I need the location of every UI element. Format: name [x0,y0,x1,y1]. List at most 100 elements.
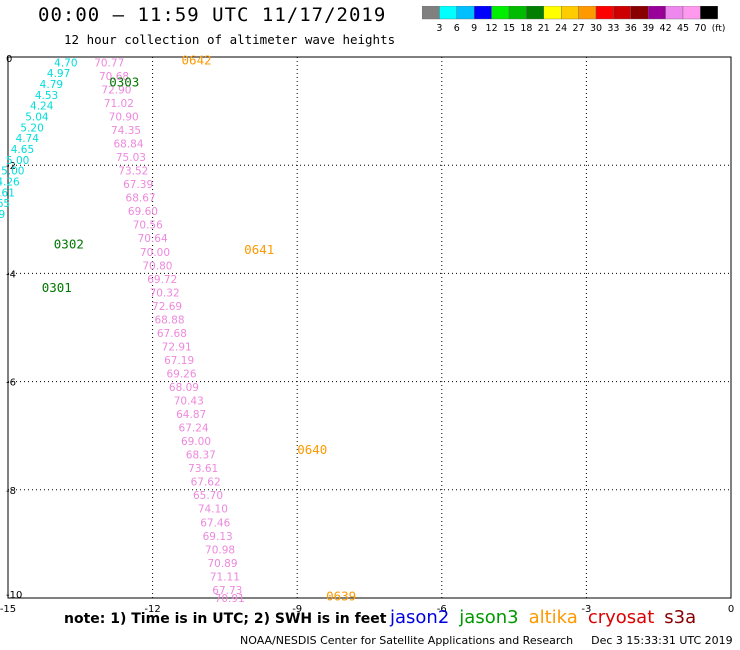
note-text: note: 1) Time is in UTC; 2) SWH is in fe… [64,611,387,627]
y-tick-label: -6 [6,378,16,389]
data-point-label: 4.61 [0,187,15,199]
colorbar-label: 45 [677,23,689,34]
y-tick-label: -8 [6,486,16,497]
colorbar-label: 12 [486,23,498,34]
colorbar-label: 39 [642,23,654,34]
y-tick-label: -2 [6,161,16,172]
satellite-legend-item: s3a [664,607,697,628]
data-point-label: 67.73 [212,585,242,597]
data-point-label: 69.26 [166,368,196,380]
data-point-label: 74.35 [111,125,141,137]
x-tick-label: -3 [581,604,591,615]
data-point-label: 69.00 [181,436,211,448]
data-point-label: 67.68 [157,328,187,340]
y-tick-label: -4 [6,269,16,280]
colorbar-label: 70 [694,23,706,34]
colorbar-label: 18 [520,23,532,34]
data-point-label: 4.24 [30,101,54,113]
data-point-label: 67.39 [123,179,153,191]
data-point-label: 67.62 [191,477,221,489]
pass-label: 0642 [182,53,212,68]
pass-label: 0301 [42,280,72,295]
data-point-label: 4.79 [40,79,63,91]
data-point-label: 75.03 [116,152,146,164]
footer: NOAA/NESDIS Center for Satellite Applica… [240,634,733,647]
colorbar-swatch [700,6,718,20]
footer-source: NOAA/NESDIS Center for Satellite Applica… [240,634,574,647]
y-tick-label: 0 [6,54,12,65]
data-point-label: 67.19 [164,355,194,367]
colorbar-unit: (ft) [712,24,726,34]
data-point-label: 70.90 [109,112,139,124]
data-point-label: 72.90 [101,84,131,96]
page-subtitle: 12 hour collection of altimeter wave hei… [64,32,396,47]
x-tick-label: -15 [0,604,16,615]
data-point-label: 68.67 [126,193,156,205]
data-point-label: 70.98 [205,544,235,556]
satellite-legend-item: altika [528,607,578,628]
pass-label: 0641 [244,242,274,257]
colorbar-label: 9 [471,23,477,34]
colorbar-label: 42 [660,23,672,34]
colorbar-label: 24 [555,23,567,34]
data-point-label: 70.64 [138,233,168,245]
data-point-label: 4.65 [11,144,34,156]
data-point-label: 70.91 [215,593,245,605]
data-point-label: 72.91 [162,341,192,353]
data-point-label: 68.84 [113,139,143,151]
data-point-label: 4.97 [47,68,70,80]
data-point-label: 5.04 [25,112,49,124]
data-point-label: 73.52 [118,166,148,178]
data-point-label: 70.43 [174,396,204,408]
colorbar-label: 27 [573,23,585,34]
color-scale-legend: 3 6 9 12 15 18 21 24 27 30 33 36 39 42 45 70 (ft) [422,6,726,34]
colorbar-label: 21 [538,23,550,34]
colorbar-label: 30 [590,23,602,34]
pass-label: 0640 [297,442,327,457]
satellite-legend-item: jason3 [459,607,519,628]
data-point-label: 70.32 [150,287,180,299]
data-point-label: 70.00 [140,247,170,259]
y-tick-label: -10 [6,590,22,601]
data-point-label: 69.13 [203,531,233,543]
data-point-label: 69.72 [147,274,177,286]
x-tick-label: -12 [144,604,160,615]
x-tick-label: -6 [437,604,447,615]
data-point-label: 70.77 [94,57,124,69]
data-point-label: 5.00 [1,166,24,178]
data-point-label: 71.02 [104,98,134,110]
colorbar-label: 3 [436,23,442,34]
data-point-label: 5.19 [0,209,5,221]
data-point-label: 67.46 [200,517,230,529]
colorbar-label: 15 [503,23,515,34]
x-tick-label: 0 [728,604,734,615]
x-tick-label: -9 [292,604,302,615]
data-point-label: 70.80 [142,260,172,272]
pass-label: 0639 [326,588,356,603]
data-point-label: 65.70 [193,490,223,502]
data-point-label: 69.60 [128,206,158,218]
satellite-legend-item: jason2 [390,607,450,628]
data-point-label: 70.68 [99,71,129,83]
data-point-label: 4.74 [16,133,40,145]
data-point-label: 4.70 [54,57,77,69]
data-point-label: 5.20 [20,122,43,134]
data-point-label: 68.37 [186,450,216,462]
page-title: 00:00 — 11:59 UTC 11/17/2019 [38,4,387,26]
data-point-label: 4.53 [35,90,58,102]
footer-timestamp: Dec 3 15:33:31 UTC 2019 [591,634,733,647]
data-point-label: 71.11 [210,571,240,583]
data-point-label: 5.00 [6,155,29,167]
colorbar-label: 33 [607,23,619,34]
data-point-label: 70.89 [207,558,237,570]
satellite-legend-item: cryosat [587,607,655,628]
data-point-label: 73.61 [188,463,218,475]
data-point-label: 67.24 [179,423,209,435]
plot-frame [7,56,732,599]
pass-label: 0303 [109,74,139,89]
data-point-label: 68.09 [169,382,199,394]
colorbar-label: 36 [625,23,637,34]
pass-label: 0302 [54,237,84,252]
data-point-label: 74.10 [198,504,228,516]
